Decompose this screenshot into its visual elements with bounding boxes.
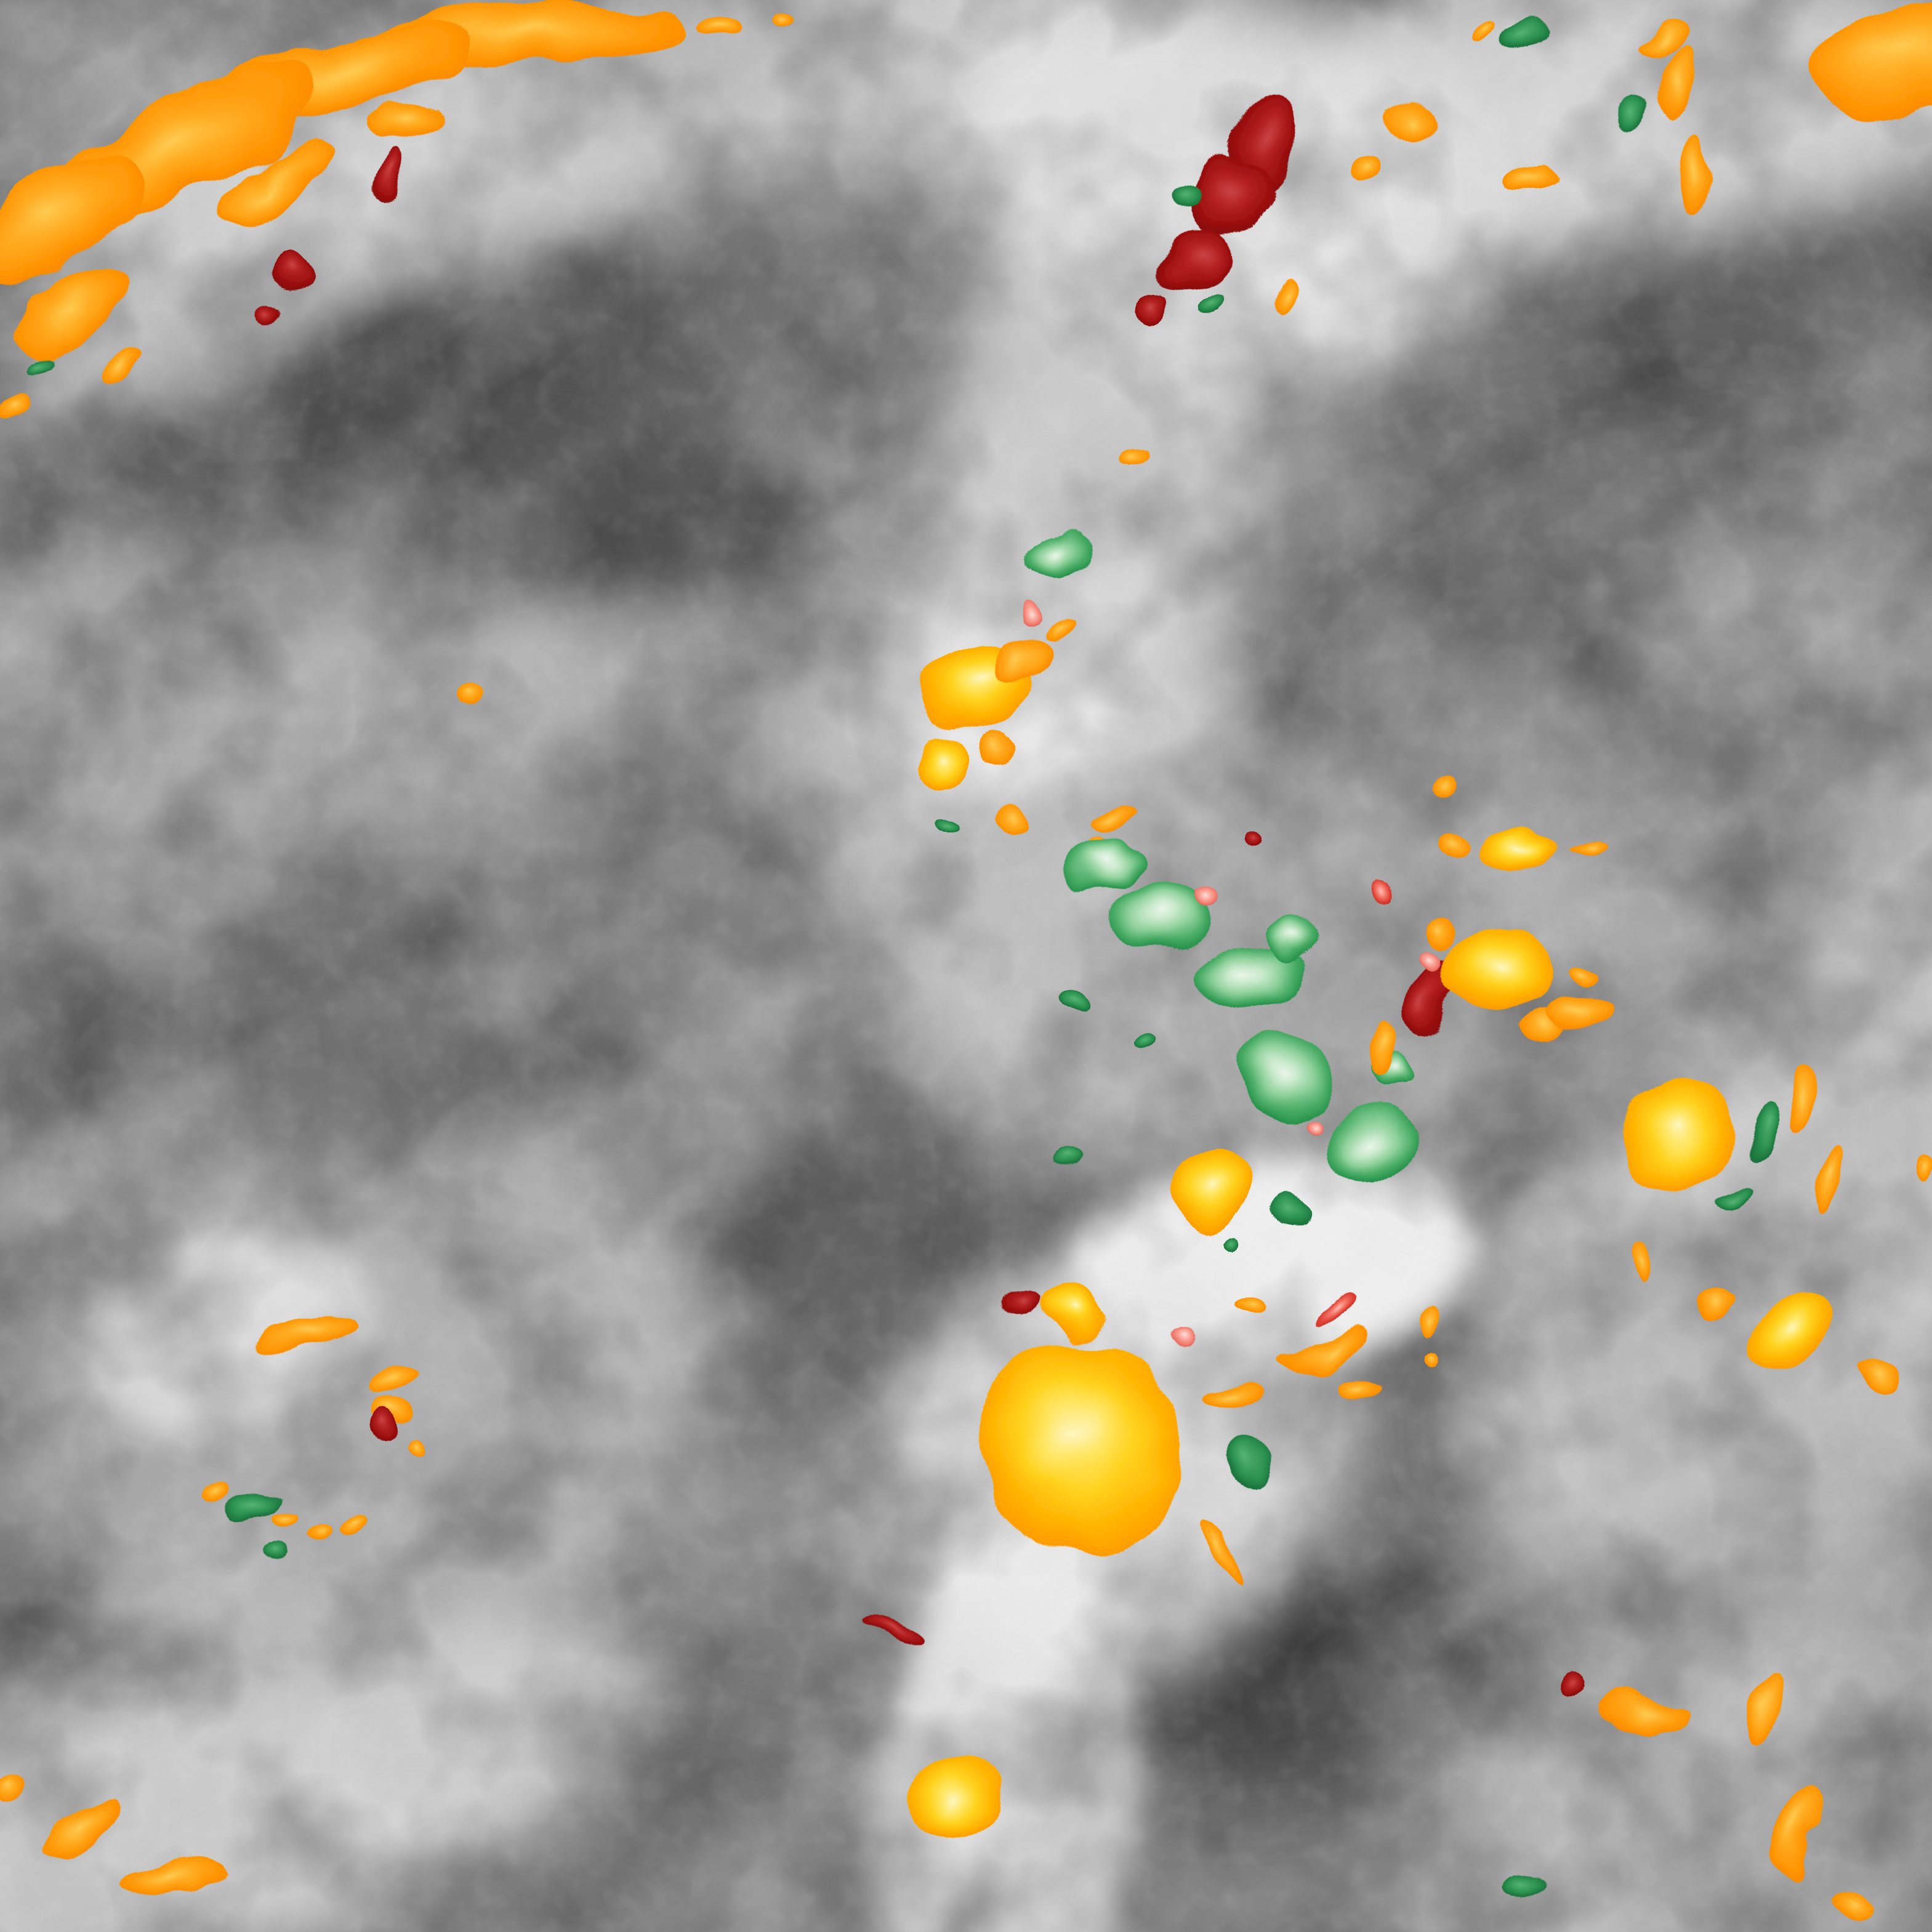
cloud-top-blob-rs bbox=[1424, 951, 1443, 970]
cloud-top-blob-or bbox=[280, 1513, 299, 1528]
cloud-top-blob-gn2 bbox=[941, 811, 960, 827]
cloud-top-blob-rs bbox=[1018, 601, 1042, 628]
cloud-top-blob-gn2 bbox=[1200, 296, 1223, 315]
cloud-top-blob-gn2 bbox=[1068, 995, 1095, 1014]
cloud-top-blob-or bbox=[1431, 914, 1459, 948]
cloud-top-blob-rd bbox=[367, 1414, 398, 1441]
satellite-ir-weather-image bbox=[0, 0, 1932, 1932]
cloud-top-blob-gn bbox=[1279, 920, 1333, 959]
cloud-top-blob-or bbox=[1438, 831, 1468, 858]
cloud-top-blob-rd bbox=[1238, 831, 1262, 846]
cloud-top-blob-yl bbox=[1055, 1287, 1109, 1348]
cloud-top-blob-or bbox=[985, 742, 1024, 769]
cloud-top-blob-or bbox=[1234, 1292, 1265, 1311]
cloud-top-blob-rs bbox=[1300, 1119, 1319, 1134]
cloud-top-blob-or bbox=[1414, 1308, 1433, 1331]
cloud-top-blob-or bbox=[1859, 1362, 1898, 1389]
cloud-top-blob-or bbox=[1470, 19, 1489, 34]
cloud-top-blob-rs bbox=[1188, 883, 1219, 906]
cloud-top-blob-rd bbox=[1557, 1671, 1588, 1698]
cloud-top-blob-or bbox=[1513, 158, 1555, 189]
cloud-top-blob-gn2 bbox=[1132, 1036, 1156, 1051]
cloud-top-blob-or bbox=[776, 14, 800, 25]
cloud-top-blob-or bbox=[1422, 1350, 1441, 1369]
cloud-top-blob-rd bbox=[1138, 296, 1172, 326]
cloud-top-blob-or bbox=[406, 1441, 425, 1457]
cloud-top-blob-yl bbox=[918, 740, 972, 783]
cloud-top-blob-gn2 bbox=[1275, 1194, 1306, 1228]
cloud-top-blob-or bbox=[456, 680, 483, 704]
cloud-top-blob-or bbox=[1569, 966, 1600, 985]
cloud-top-blob-gn2 bbox=[1221, 1238, 1240, 1254]
cloud-top-blob-or bbox=[1689, 1294, 1735, 1325]
cloud-top-blob-or bbox=[1350, 151, 1385, 178]
cloud-top-blob-rd bbox=[275, 253, 313, 292]
ir-enhanced-cloud-map bbox=[0, 0, 1932, 1932]
cloud-top-blob-yl bbox=[1169, 1146, 1250, 1234]
cloud-top-blob-rr bbox=[1374, 885, 1397, 904]
